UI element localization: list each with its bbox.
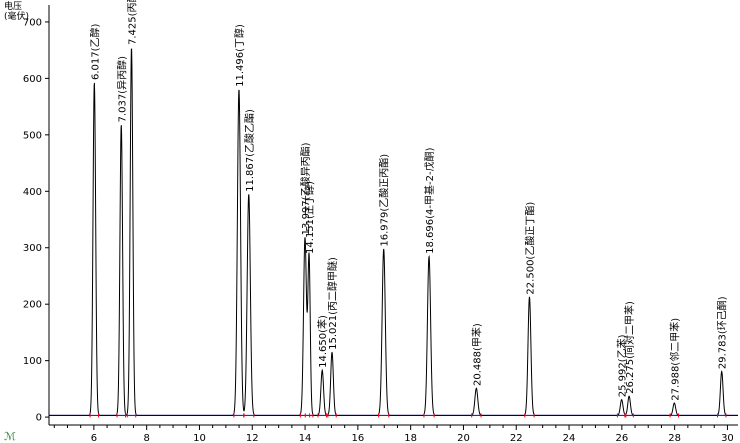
x-tick-label: 14 <box>299 433 312 443</box>
peak-label: 11.496(丁醇) <box>233 24 246 87</box>
axes <box>48 5 738 426</box>
peak-label: 20.488(甲苯) <box>470 323 483 386</box>
peak-label: 14.151(正丁醇) <box>303 181 316 254</box>
y-axis-unit-line-2: (毫伏) <box>4 10 29 22</box>
peak-label: 22.500(乙酸正丁酯) <box>524 202 537 295</box>
x-axis-ticks: 6 8 10 12 14 16 18 20 22 24 26 28 30 <box>53 425 734 443</box>
trace-layer <box>49 48 738 416</box>
y-tick-label: 100 <box>23 356 42 367</box>
corner-logo: ℳ <box>4 430 16 443</box>
x-tick-label: 26 <box>615 433 628 443</box>
x-tick-label: 28 <box>668 433 681 443</box>
peak-labels: 6.017(乙醇) 7.037(异丙醇) 7.425(丙醇) 11.496(丁醇) 11… <box>88 0 728 401</box>
y-tick-label: 400 <box>23 187 42 198</box>
chromatogram-trace <box>49 48 738 416</box>
peak-label: 13.997(乙酸异丙酯) <box>299 142 312 235</box>
peak-label: 14.650(苯) <box>316 315 329 368</box>
y-tick-label: 600 <box>23 74 42 85</box>
peak-label: 29.783(环己酮) <box>717 296 729 369</box>
y-tick-label: 500 <box>23 130 42 141</box>
peak-label: 16.979(乙酸正丙酯) <box>378 154 391 247</box>
x-tick-label: 6 <box>91 433 97 443</box>
x-tick-label: 30 <box>721 433 734 443</box>
y-axis-ticks: 0 100 200 300 400 500 600 700 <box>23 17 49 424</box>
peak-label: 6.017(乙醇) <box>88 23 101 80</box>
x-tick-label: 22 <box>510 433 523 443</box>
y-tick-label: 700 <box>23 17 42 28</box>
x-tick-label: 24 <box>563 433 576 443</box>
y-axis-unit: 电压 (毫伏) <box>4 0 29 22</box>
x-tick-label: 18 <box>404 433 417 443</box>
x-tick-label: 8 <box>143 433 149 443</box>
peak-label: 15.021(丙二醇甲醚) <box>326 257 339 350</box>
x-tick-label: 10 <box>193 433 206 443</box>
peak-label: 25.992(乙苯) <box>616 334 629 397</box>
y-axis-unit-line-1: 电压 <box>4 0 22 12</box>
peak-label: 7.425(丙醇) <box>126 0 139 45</box>
y-tick-label: 200 <box>23 300 42 311</box>
peak-label: 26.275(间对二甲苯) <box>623 301 636 394</box>
peak-label: 7.037(异丙醇) <box>115 56 128 123</box>
y-tick-label: 0 <box>36 413 42 424</box>
peak-label: 11.867(乙酸乙酯) <box>243 109 256 192</box>
logo-glyph: ℳ <box>4 430 16 443</box>
y-tick-label: 300 <box>23 243 42 254</box>
x-tick-label: 20 <box>457 433 470 443</box>
x-tick-label: 16 <box>351 433 364 443</box>
peak-label: 18.696(4-甲基-2-戊酮) <box>423 147 436 253</box>
peak-markers <box>89 413 727 418</box>
peak-label: 27.988(邻二甲苯) <box>668 318 681 401</box>
x-tick-label: 12 <box>246 433 259 443</box>
